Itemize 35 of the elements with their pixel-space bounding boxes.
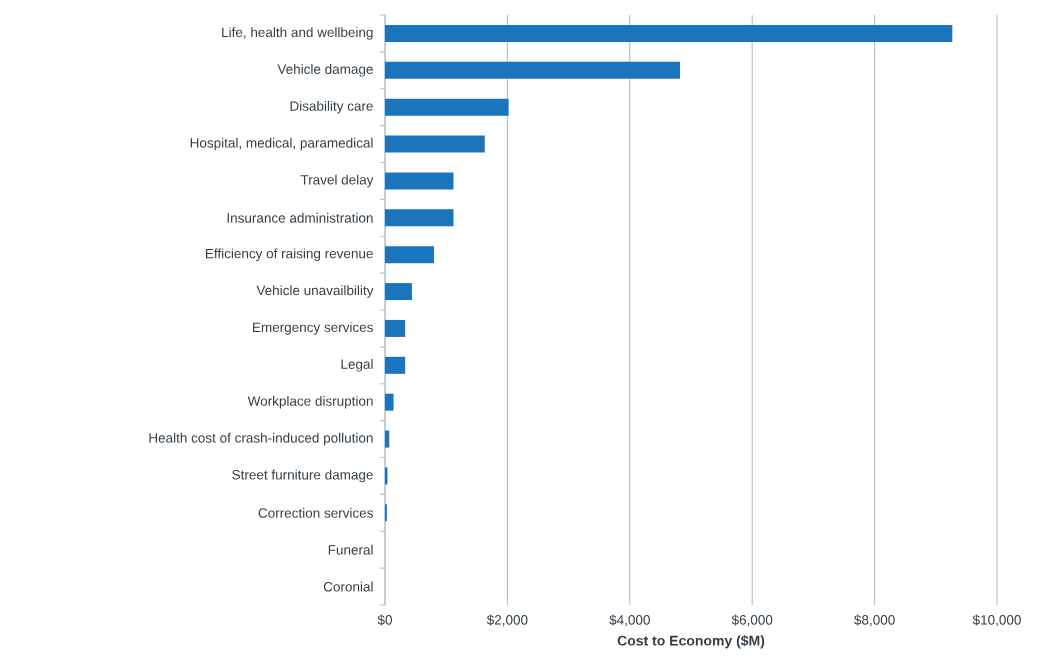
- y-tick-label: Street furniture damage: [232, 469, 373, 483]
- bar: [385, 24, 953, 42]
- x-tick-label: $0: [377, 614, 392, 626]
- y-tick-label: Correction services: [258, 507, 373, 518]
- bar: [385, 283, 412, 301]
- y-tick-label: Efficiency of raising revenue: [206, 248, 373, 261]
- bar: [385, 61, 680, 79]
- y-tick-label: Insurance administration: [227, 212, 373, 223]
- y-tick-label: Legal: [341, 359, 373, 372]
- y-tick-label: Health cost of crash-induced pollution: [149, 432, 373, 446]
- y-tick-label: Funeral: [328, 544, 373, 555]
- bar: [385, 319, 406, 337]
- y-tick-label: Disability care: [290, 100, 373, 114]
- bar: [385, 209, 454, 227]
- y-tick-label: Life, health and wellbeing: [222, 27, 373, 40]
- y-tick-label: Coronial: [323, 581, 373, 592]
- bar: [385, 356, 406, 374]
- bar: [385, 246, 434, 264]
- y-tick-label: Hospital, medical, paramedical: [190, 137, 373, 151]
- bar: [385, 135, 485, 153]
- bar: [385, 172, 454, 190]
- y-tick-label: Vehicle damage: [277, 64, 373, 77]
- bar: [385, 393, 394, 411]
- x-tick-label: $8,000: [854, 614, 895, 627]
- x-tick-label: $10,000: [972, 614, 1021, 627]
- y-tick-label: Workplace disruption: [247, 395, 373, 409]
- bar: [385, 430, 390, 448]
- y-tick-label: Vehicle unavailbility: [256, 285, 374, 298]
- x-tick-label: $6,000: [731, 614, 773, 627]
- bar: [385, 98, 509, 116]
- y-tick-label: Emergency services: [253, 322, 373, 335]
- x-axis-title: Cost to Economy ($M): [617, 635, 765, 649]
- x-tick-label: $4,000: [609, 614, 650, 627]
- y-tick-label: Travel delay: [300, 174, 374, 188]
- x-tick-label: $2,000: [486, 614, 528, 627]
